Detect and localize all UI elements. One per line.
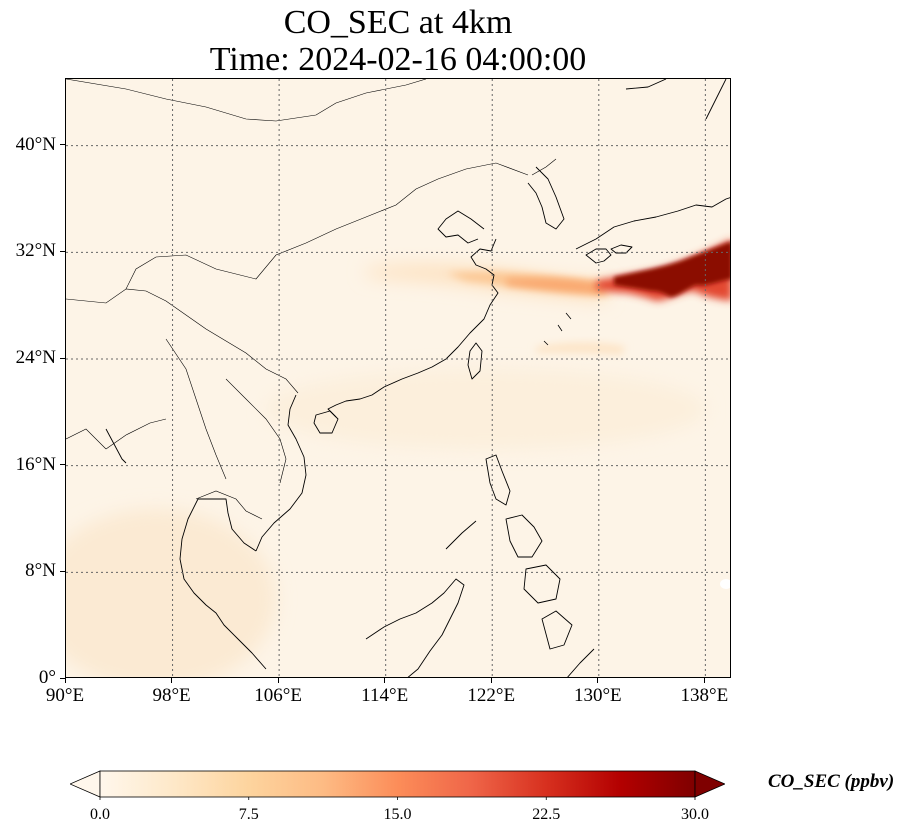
- colorbar-extend-high: [694, 770, 727, 798]
- lon-tick-mark: [384, 678, 386, 683]
- coast-japan-shikoku: [610, 244, 633, 254]
- colorbar-tick-label: 15.0: [383, 806, 412, 823]
- field-haze-center: [266, 369, 706, 449]
- map-panel: [65, 78, 731, 678]
- coast-taiwan: [467, 342, 483, 380]
- plume-tail-inner: [506, 278, 606, 294]
- co-plume: [366, 239, 730, 355]
- border-china-west-north: [125, 162, 529, 290]
- colorbar-ticks: [99, 797, 696, 800]
- coastlines: [105, 79, 730, 677]
- border-cambodia: [195, 490, 263, 520]
- plume-secondary: [536, 342, 626, 355]
- border-china-south: [66, 288, 299, 394]
- lon-tick-label: 122°E: [467, 685, 516, 706]
- lon-tick-label: 98°E: [152, 685, 191, 706]
- plume-core: [614, 241, 730, 297]
- lat-tick-mark: [60, 464, 65, 466]
- lat-tick-label: 8°N: [25, 560, 56, 582]
- lon-tick-mark: [597, 678, 599, 683]
- lat-tick-mark: [60, 144, 65, 146]
- colorbar-tick-label: 7.5: [238, 806, 259, 823]
- lon-tick-mark: [490, 678, 492, 683]
- gridlines: [66, 79, 730, 677]
- coast-visayas: [505, 514, 543, 558]
- coast-korea: [527, 166, 565, 230]
- lon-tick-label: 90°E: [45, 685, 85, 706]
- lon-tick-label: 106°E: [254, 685, 302, 706]
- colorbar-canvas: [68, 770, 727, 800]
- border-laos-vietnam: [225, 378, 287, 484]
- coast-moluccas: [567, 648, 595, 677]
- lon-tick-label: 114°E: [361, 685, 409, 706]
- border-myanmar-laos: [165, 338, 227, 480]
- coast-palawan: [445, 520, 477, 550]
- lat-tick-mark: [60, 570, 65, 572]
- colorbar-bar: [99, 770, 696, 798]
- map-title-line1: CO_SEC at 4km: [283, 4, 513, 41]
- coast-ryukyu: [543, 312, 572, 346]
- coast-bohai: [437, 210, 485, 244]
- lat-tick-label: 0°: [38, 667, 56, 688]
- country-borders: [66, 79, 557, 520]
- coast-china: [327, 238, 499, 418]
- coast-myanmar: [105, 428, 127, 464]
- coast-gulf-thailand: [179, 498, 267, 670]
- field-gap: [720, 579, 730, 589]
- lon-tick-label: 138°E: [680, 685, 729, 706]
- coast-north: [625, 79, 667, 90]
- coast-sulawesi: [541, 610, 573, 650]
- lat-tick-label: 24°N: [15, 347, 56, 368]
- lat-tick-mark: [60, 677, 65, 679]
- lon-tick-mark: [64, 678, 66, 683]
- lat-tick-label: 32°N: [15, 240, 56, 262]
- lat-tick-mark: [60, 250, 65, 252]
- coast-hainan: [313, 410, 339, 434]
- coast-borneo: [365, 578, 465, 677]
- colorbar-extend-low: [68, 770, 101, 798]
- lon-tick-mark: [277, 678, 279, 683]
- lat-tick-label: 16°N: [15, 453, 56, 475]
- coast-japan-honshu: [575, 197, 730, 250]
- colorbar-tick-label: 22.5: [532, 806, 561, 823]
- lon-tick-mark: [171, 678, 173, 683]
- coast-luzon: [485, 454, 511, 506]
- coast-sakhalin: [705, 79, 727, 120]
- border-korea: [531, 158, 557, 176]
- coast-vietnam: [255, 394, 307, 552]
- lon-tick-label: 130°E: [573, 685, 622, 706]
- lat-tick-mark: [60, 357, 65, 359]
- colorbar: [68, 770, 727, 800]
- border-india: [66, 428, 107, 450]
- colorbar-title: CO_SEC (ppbv): [768, 771, 895, 792]
- lon-tick-mark: [703, 678, 705, 683]
- colorbar-tick-label: 30.0: [681, 806, 709, 823]
- coast-mindanao: [523, 564, 561, 604]
- field-haze-sw: [66, 509, 276, 677]
- colorbar-tick-label: 0.0: [90, 806, 110, 823]
- border-mongolia: [66, 79, 427, 122]
- coast-japan-kyushu: [585, 248, 612, 264]
- border-bangladesh: [105, 418, 167, 450]
- map-title-line2: Time: 2024-02-16 04:00:00: [209, 41, 587, 78]
- map-canvas: [66, 79, 730, 677]
- lat-tick-label: 40°N: [15, 133, 56, 155]
